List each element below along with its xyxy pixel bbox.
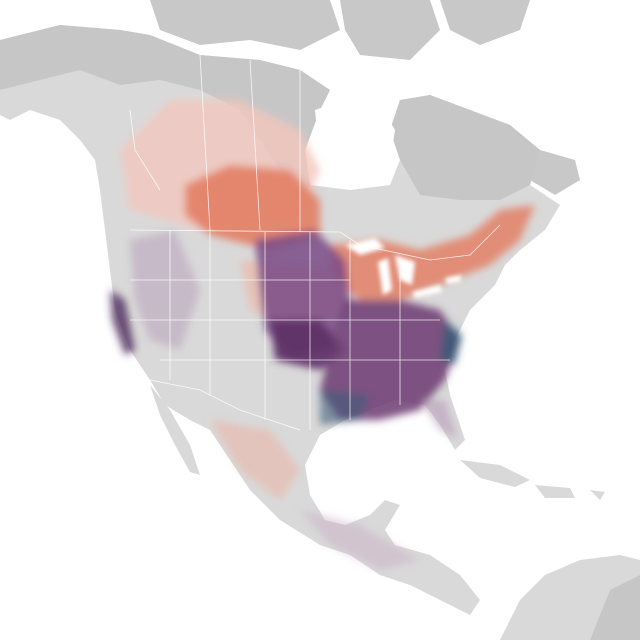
south-america-dark xyxy=(590,575,640,640)
abundance-layer xyxy=(110,100,535,570)
arctic-land xyxy=(150,0,580,195)
hudson-bay xyxy=(315,100,395,182)
borders xyxy=(129,54,501,431)
baja-land xyxy=(150,385,200,475)
northern-unsurveyed xyxy=(0,25,330,200)
caribbean-islands xyxy=(460,460,605,500)
labrador-unsurveyed xyxy=(390,95,540,200)
